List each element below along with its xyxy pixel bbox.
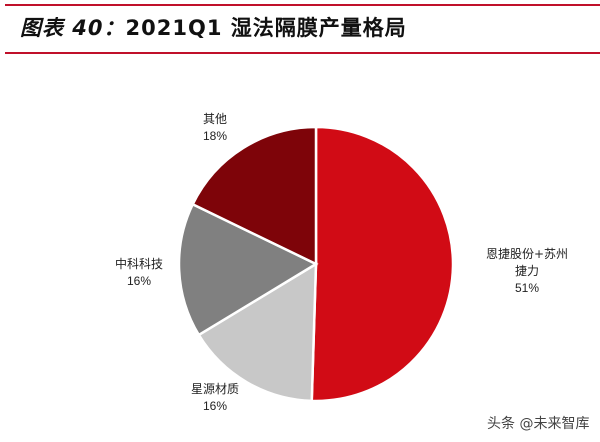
label-zhongke-name: 中科科技 [114, 257, 163, 271]
label-other: 其他 18% [185, 111, 245, 145]
figure-title-text: 2021Q1 湿法隔膜产量格局 [125, 16, 407, 40]
label-zhongke: 中科科技 16% [104, 256, 174, 290]
label-enjie-name: 恩捷股份+苏州 [485, 247, 569, 261]
label-enjie-pct: 51% [514, 281, 540, 295]
figure-number: 图表 40： [20, 16, 126, 40]
figure-title: 图表 40：2021Q1 湿法隔膜产量格局 [20, 12, 407, 42]
label-xingyuan-name: 星源材质 [190, 382, 239, 396]
bottom-rule [5, 52, 600, 54]
pie-slice-2 [177, 202, 319, 337]
pie-slice-3 [191, 125, 318, 266]
pie-slice-1 [197, 261, 318, 403]
label-enjie-name2: 捷力 [514, 264, 539, 278]
pie-slice-0 [310, 125, 455, 403]
watermark: 头条 @未来智库 [487, 416, 590, 432]
label-xingyuan: 星源材质 16% [180, 381, 250, 415]
label-zhongke-pct: 16% [126, 274, 152, 288]
label-xingyuan-pct: 16% [202, 399, 228, 413]
label-other-name: 其他 [202, 112, 227, 126]
label-enjie: 恩捷股份+苏州 捷力 51% [472, 246, 582, 297]
top-rule [5, 4, 600, 6]
label-other-pct: 18% [202, 129, 228, 143]
